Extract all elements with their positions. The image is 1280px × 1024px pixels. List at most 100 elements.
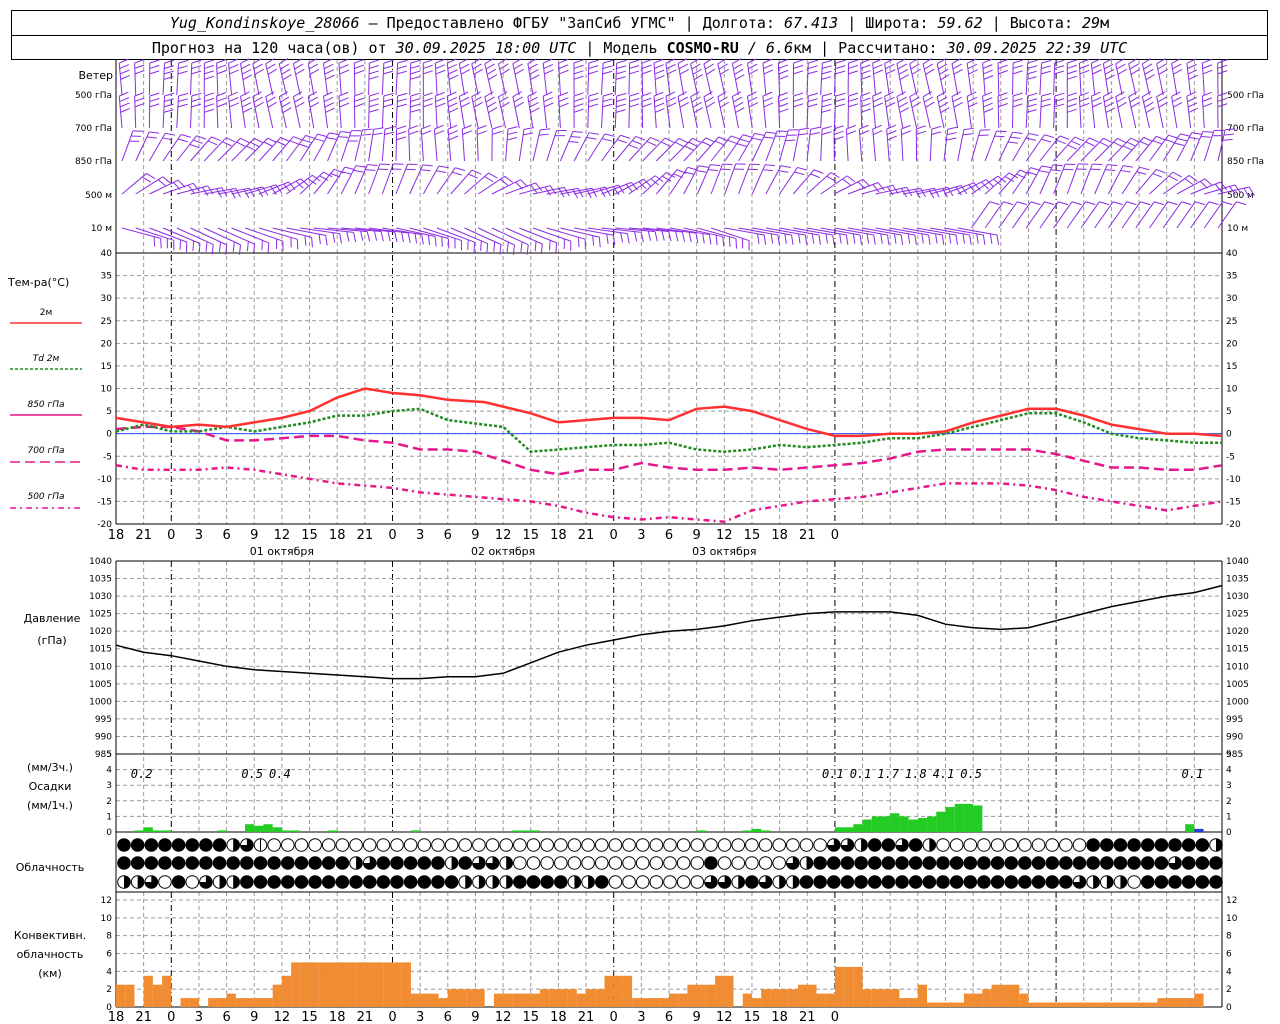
barb-feather bbox=[1202, 102, 1213, 108]
barb-feather bbox=[798, 233, 801, 244]
barb-feather bbox=[472, 96, 482, 103]
barb-feather bbox=[647, 230, 652, 241]
cloud-circle bbox=[594, 838, 609, 852]
barb-feather bbox=[538, 133, 549, 136]
wind-barb bbox=[936, 58, 950, 96]
barb-feather bbox=[573, 59, 584, 64]
wind-barb bbox=[724, 163, 746, 195]
wind-barb bbox=[930, 227, 972, 245]
barb-feather bbox=[1028, 132, 1039, 137]
cloud-circle bbox=[526, 838, 541, 852]
barb-feather bbox=[455, 167, 466, 172]
wind-barb bbox=[872, 58, 884, 96]
wind-barb bbox=[135, 227, 175, 251]
barb-feather bbox=[821, 76, 832, 80]
cloud-symbol bbox=[1154, 856, 1169, 870]
barb-feather bbox=[641, 59, 652, 64]
barb-feather bbox=[558, 91, 569, 97]
barb-feather bbox=[1165, 139, 1175, 144]
y-tick-left: 4 bbox=[106, 967, 112, 977]
barb-feather bbox=[119, 69, 130, 75]
cloud-circle bbox=[690, 856, 705, 870]
barb-feather bbox=[246, 145, 256, 151]
conv-bar bbox=[539, 989, 550, 1007]
wind-barb bbox=[765, 165, 791, 195]
barb-feather bbox=[448, 74, 459, 80]
cloud-circle bbox=[362, 838, 377, 852]
time-axis-lower: 18 21 0 3 6 9 12 15 18 21 0 3 6 9 12 15 18 21 0 3 6 9 12 15 18 21… bbox=[108, 1010, 839, 1024]
y-tick-right: 10 bbox=[1226, 385, 1238, 395]
barb-feather bbox=[307, 91, 318, 97]
wind-barb bbox=[1053, 201, 1082, 229]
barb-feather bbox=[1012, 64, 1023, 69]
cloud-symbol bbox=[977, 875, 991, 889]
cloud-symbol bbox=[1100, 838, 1114, 852]
barb-feather bbox=[192, 182, 200, 192]
barb-feather bbox=[369, 98, 379, 102]
wind-barb bbox=[1135, 168, 1166, 195]
precip-bar bbox=[963, 803, 974, 832]
conv-bar bbox=[318, 962, 328, 1007]
cloud-symbol bbox=[130, 875, 145, 889]
barb-feather bbox=[821, 131, 832, 135]
barb-feather bbox=[427, 234, 431, 246]
temp-title: Тем-ра(°С) bbox=[7, 276, 69, 289]
wind-barb bbox=[446, 91, 459, 129]
barb-feather bbox=[791, 234, 794, 245]
wind-barb bbox=[162, 59, 175, 96]
conv-bar bbox=[189, 998, 199, 1007]
barb-feather bbox=[471, 169, 482, 175]
barb-feather bbox=[860, 97, 871, 102]
barb-staff bbox=[1162, 201, 1182, 229]
barb-feather bbox=[1059, 135, 1070, 140]
cloud-circle bbox=[1209, 856, 1223, 870]
hour-label: 3 bbox=[637, 528, 645, 543]
cloud-symbol bbox=[690, 856, 705, 870]
barb-feather bbox=[396, 130, 407, 135]
barb-feather bbox=[1030, 201, 1041, 206]
barb-feather bbox=[484, 91, 494, 98]
barb-feather bbox=[216, 69, 227, 75]
cloud-symbol bbox=[171, 875, 186, 889]
barb-staff bbox=[1053, 63, 1056, 96]
conv-bar bbox=[263, 998, 273, 1007]
barb-feather bbox=[514, 101, 524, 108]
cloud-circle bbox=[813, 856, 827, 870]
cloud-half bbox=[233, 875, 240, 889]
cloud-symbol bbox=[1195, 838, 1210, 852]
cloud-circle bbox=[240, 856, 254, 870]
cloud-symbol bbox=[895, 838, 909, 852]
wind-barb bbox=[395, 163, 418, 195]
wind-barb bbox=[1066, 59, 1077, 96]
barb-feather bbox=[793, 70, 804, 75]
barb-feather bbox=[488, 172, 498, 179]
barb-feather bbox=[396, 70, 407, 75]
barb-feather bbox=[252, 91, 262, 98]
barb-feather bbox=[204, 70, 215, 75]
cloud-symbol bbox=[1154, 875, 1169, 889]
hour-label: 6 bbox=[222, 528, 230, 543]
barb-feather bbox=[1003, 201, 1014, 206]
wind-barb bbox=[806, 126, 821, 162]
cloud-three-quarter bbox=[895, 838, 909, 852]
conv-bar bbox=[715, 975, 725, 1007]
barb-feather bbox=[821, 70, 832, 75]
wind-barb bbox=[1162, 201, 1192, 229]
series-500hpa bbox=[115, 464, 1223, 523]
cloud-circle bbox=[540, 856, 554, 870]
barb-feather bbox=[325, 74, 335, 80]
barb-feather bbox=[142, 176, 152, 183]
barb-feather bbox=[1027, 98, 1038, 102]
barb-feather bbox=[643, 178, 652, 187]
cloud-symbol bbox=[881, 838, 896, 852]
wind-barb bbox=[984, 130, 1007, 162]
y-tick-left: 1025 bbox=[89, 610, 112, 620]
barb-staff bbox=[1094, 201, 1114, 229]
barb-staff bbox=[1012, 95, 1014, 129]
hour-label: 12 bbox=[274, 528, 291, 543]
barb-feather bbox=[157, 179, 167, 187]
barb-feather bbox=[267, 101, 277, 108]
barb-feather bbox=[629, 92, 640, 97]
barb-feather bbox=[693, 107, 703, 114]
barb-feather bbox=[1140, 201, 1151, 206]
